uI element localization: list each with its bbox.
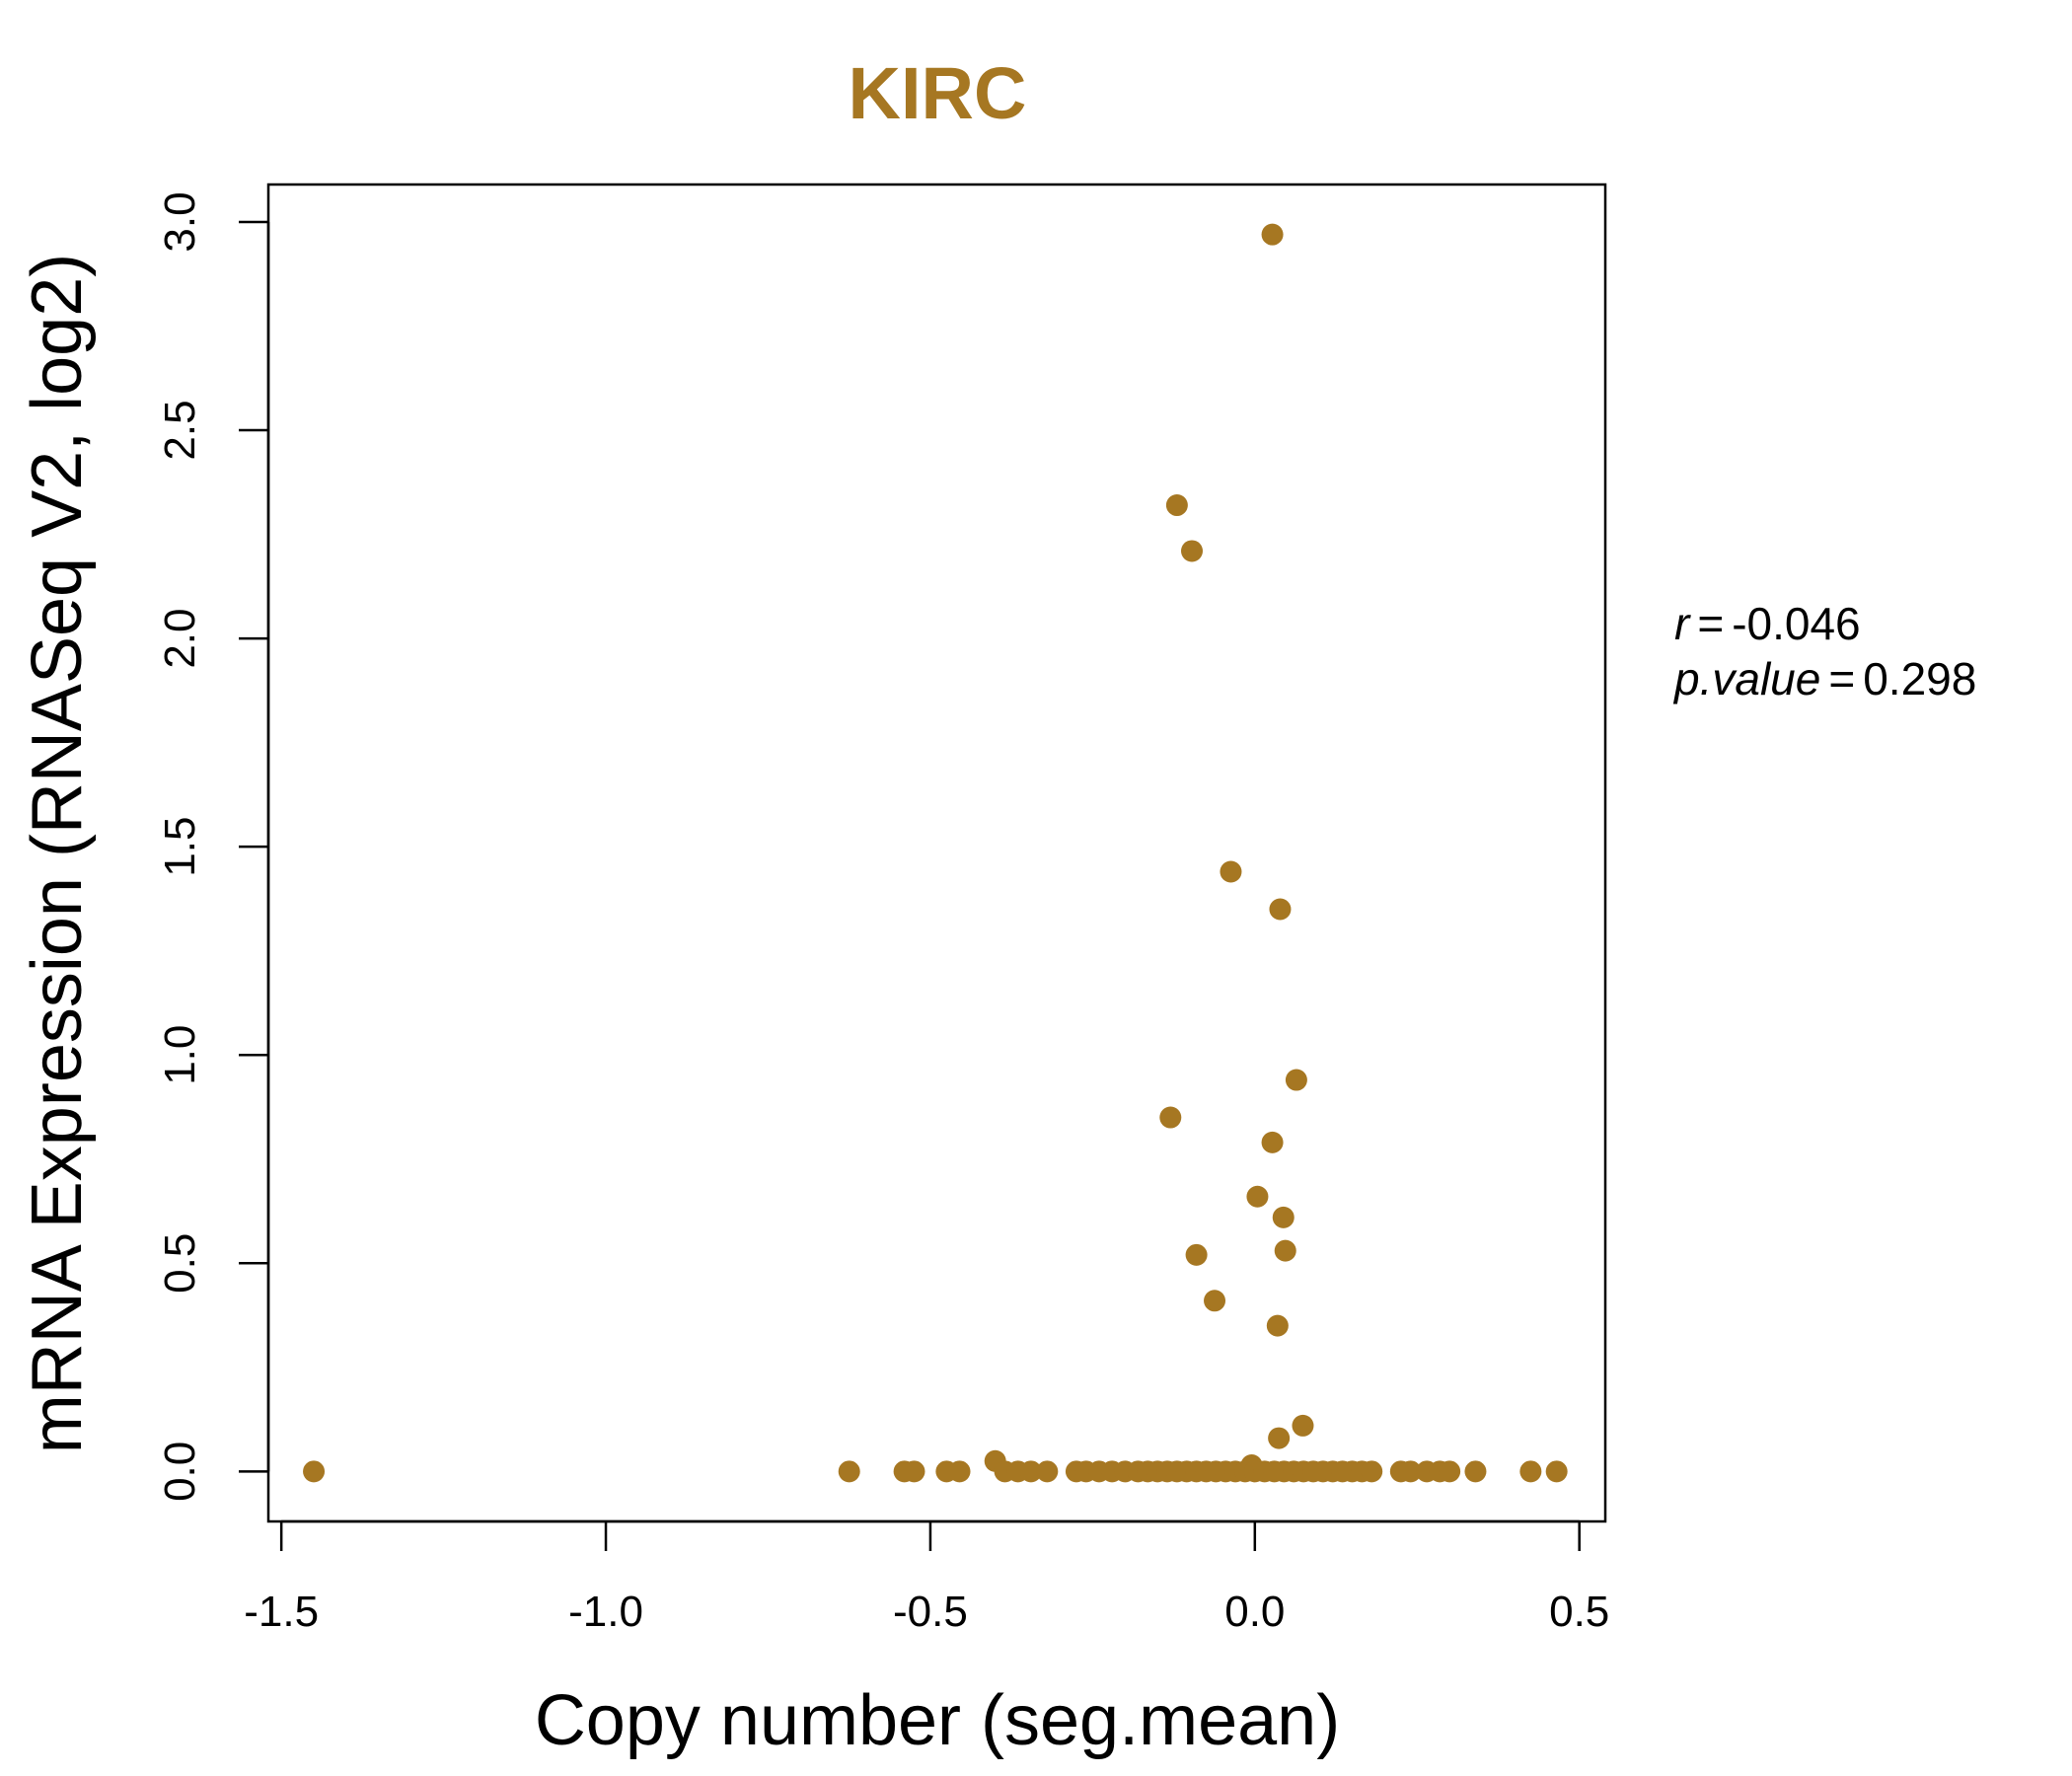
data-point xyxy=(1464,1460,1487,1483)
y-tick-label: 2.5 xyxy=(156,400,204,460)
data-point xyxy=(838,1460,860,1483)
y-tick-label: 0.5 xyxy=(156,1233,204,1294)
x-axis: -1.5 -1.0 -0.5 0.0 0.5 xyxy=(244,1519,1609,1636)
data-point xyxy=(1399,1460,1422,1483)
y-tick-label: 2.0 xyxy=(156,609,204,669)
data-point xyxy=(1268,1427,1291,1449)
x-tick-label: -1.0 xyxy=(568,1588,643,1636)
data-point xyxy=(1285,1069,1307,1091)
r-statistic: r = -0.046 xyxy=(1674,598,1861,649)
r-label: r xyxy=(1674,598,1691,649)
data-point xyxy=(1181,540,1204,562)
data-point xyxy=(1261,223,1284,246)
data-point xyxy=(903,1460,925,1483)
data-point xyxy=(1272,1206,1295,1228)
chart-title: KIRC xyxy=(849,52,1027,134)
data-point xyxy=(948,1460,971,1483)
data-point xyxy=(1292,1414,1314,1437)
data-point xyxy=(1036,1460,1059,1483)
p-value-statistic: p.value = 0.298 xyxy=(1672,653,1976,704)
y-tick-label: 1.0 xyxy=(156,1025,204,1085)
r-value: -0.046 xyxy=(1732,598,1860,649)
data-point xyxy=(1274,1239,1296,1262)
data-point xyxy=(1439,1460,1461,1483)
data-point xyxy=(1165,494,1188,517)
plot-frame xyxy=(266,183,1607,1523)
data-point xyxy=(1220,860,1242,883)
data-point xyxy=(1246,1185,1269,1208)
correlation-stats: r = -0.046 p.value = 0.298 xyxy=(1672,598,1976,704)
data-point xyxy=(1019,1460,1042,1483)
data-point xyxy=(1261,1131,1284,1153)
x-axis-title: Copy number (seg.mean) xyxy=(535,1681,1340,1760)
p-label: p.value xyxy=(1672,653,1820,704)
x-tick-label: 0.0 xyxy=(1224,1588,1285,1636)
data-point xyxy=(1204,1290,1226,1312)
data-point xyxy=(1519,1460,1542,1483)
y-axis: 0.0 0.5 1.0 1.5 2.0 2.5 3.0 xyxy=(156,191,270,1502)
x-tick-label: -0.5 xyxy=(893,1588,968,1636)
data-point xyxy=(303,1460,326,1483)
data-point xyxy=(1266,1314,1289,1337)
data-point xyxy=(1545,1460,1568,1483)
y-tick-label: 1.5 xyxy=(156,817,204,877)
data-point xyxy=(1269,898,1292,921)
y-tick-label: 0.0 xyxy=(156,1442,204,1502)
data-point xyxy=(1361,1460,1383,1483)
x-tick-label: -1.5 xyxy=(244,1588,319,1636)
data-point xyxy=(1159,1106,1182,1129)
x-tick-label: 0.5 xyxy=(1549,1588,1609,1636)
data-points xyxy=(303,223,1568,1483)
p-value: 0.298 xyxy=(1863,653,1976,704)
data-point xyxy=(1185,1243,1208,1266)
y-tick-label: 3.0 xyxy=(156,191,204,252)
y-axis-title: mRNA Expression (RNASeq V2, log2) xyxy=(18,254,97,1453)
